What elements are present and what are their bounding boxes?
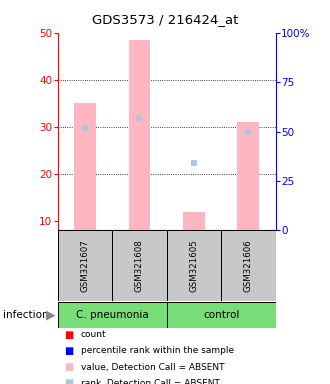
Text: control: control [203,310,239,320]
Bar [167,302,276,328]
Text: value, Detection Call = ABSENT: value, Detection Call = ABSENT [81,362,224,372]
Text: ■: ■ [64,362,74,372]
Bar [58,230,112,301]
Bar [221,230,276,301]
Text: GSM321607: GSM321607 [81,240,89,292]
Text: GSM321606: GSM321606 [244,240,253,292]
Bar [238,122,259,230]
Text: GSM321608: GSM321608 [135,240,144,292]
Text: ■: ■ [64,330,74,340]
Text: GSM321605: GSM321605 [189,240,198,292]
Text: ■: ■ [64,378,74,384]
Bar [74,103,96,230]
Bar [183,212,205,230]
Bar [58,302,167,328]
Text: rank, Detection Call = ABSENT: rank, Detection Call = ABSENT [81,379,220,384]
Text: GDS3573 / 216424_at: GDS3573 / 216424_at [92,13,238,26]
Text: ■: ■ [64,346,74,356]
Bar [112,230,167,301]
Bar [167,230,221,301]
Bar [129,40,150,230]
Text: infection: infection [3,310,48,320]
Text: C. pneumonia: C. pneumonia [76,310,148,320]
Text: ▶: ▶ [46,309,56,322]
Text: count: count [81,330,107,339]
Text: percentile rank within the sample: percentile rank within the sample [81,346,234,356]
